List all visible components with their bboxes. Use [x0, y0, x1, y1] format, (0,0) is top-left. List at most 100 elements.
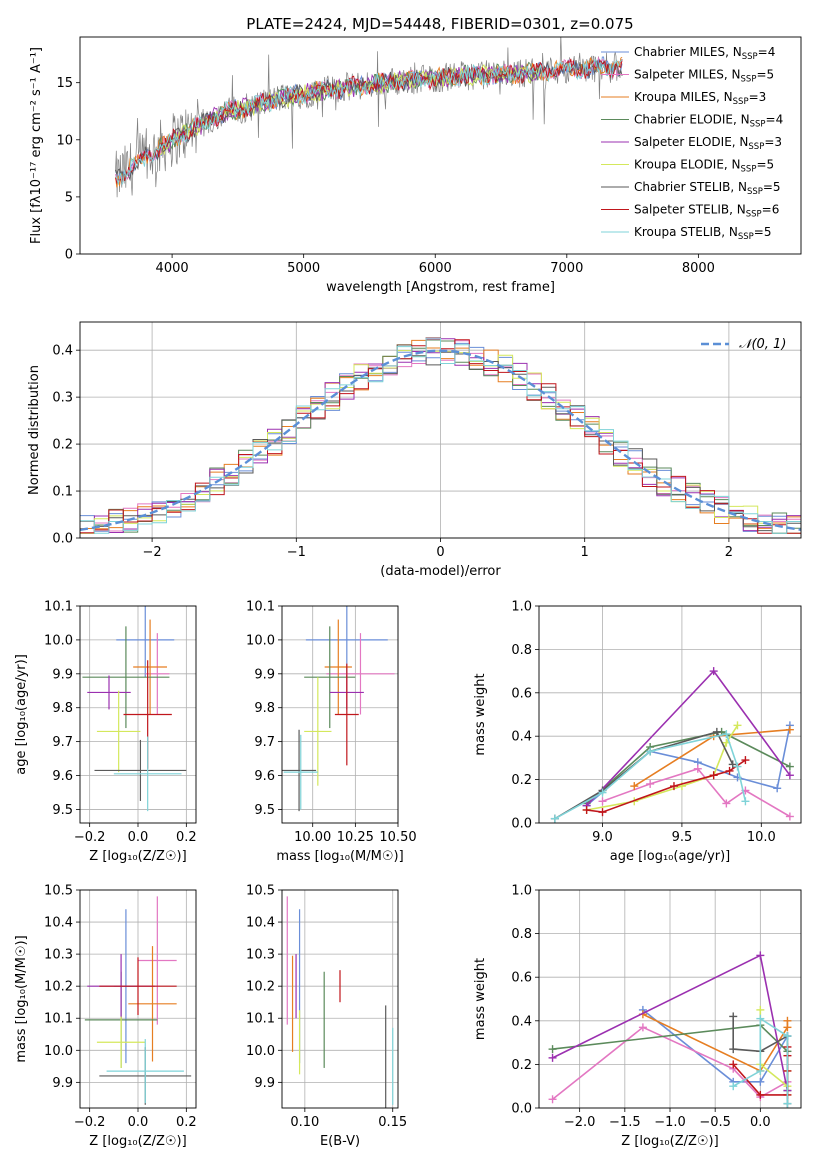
- y-tick-label: 10: [56, 133, 73, 148]
- y-tick-label: 9.9: [52, 1076, 73, 1091]
- weight-line: [554, 733, 747, 820]
- y-axis-label: mass weight: [473, 673, 488, 755]
- x-tick-label: −1.5: [609, 1115, 641, 1130]
- plot-area: [282, 606, 395, 812]
- x-tick-label: 2: [725, 545, 733, 560]
- axes-frame: [79, 605, 197, 824]
- x-axis-label: (data-model)/error: [380, 564, 501, 579]
- y-tick-label: 0.6: [511, 971, 532, 986]
- plot-area: [548, 951, 792, 1108]
- y-tick-label: 9.9: [254, 1076, 275, 1091]
- gaussian-curve: [80, 349, 801, 531]
- x-tick-label: 0: [436, 545, 444, 560]
- y-tick-label: 10.5: [246, 884, 275, 899]
- y-tick-label: 10.5: [44, 884, 73, 899]
- plot-area: [550, 667, 794, 823]
- y-tick-label: 0.0: [511, 1102, 532, 1117]
- panel-age-vs-Z: −0.2 0.0 0.2 9.5 9.6 9.7 9.8 9.9 10.0 10.1 Z [log₁…: [14, 600, 197, 865]
- panel-mass-weight-vs-Z: −2.0 −1.5 −1.0 −0.5 0.0 0.0 0.2 0.4 0.6 0.8 1.0 Z […: [473, 884, 802, 1149]
- y-tick-label: 0.2: [52, 438, 73, 453]
- y-tick-label: 15: [56, 76, 73, 91]
- x-tick-label: −0.2: [74, 830, 106, 845]
- y-tick-label: 10.0: [44, 633, 73, 648]
- weight-line: [586, 724, 739, 811]
- plot-area: [286, 896, 394, 1108]
- model-line: [115, 58, 623, 185]
- y-tick-label: 10.0: [44, 1044, 73, 1059]
- y-tick-label: 0.2: [511, 773, 532, 788]
- y-tick-label: 1.0: [511, 884, 532, 899]
- y-tick-label: 10.1: [44, 600, 73, 615]
- panel-mass-vs-ebv: 0.10 0.15 9.9 10.0 10.1 10.2 10.3 10.4 10.5 E(B-V…: [246, 884, 407, 1150]
- y-tick-label: 9.6: [254, 769, 275, 784]
- legend-label: Chabrier ELODIE, NSSP=4: [634, 113, 783, 130]
- y-tick-label: 9.7: [52, 735, 73, 750]
- y-tick-label: 10.0: [246, 1044, 275, 1059]
- y-axis-label: age [log₁₀(age/yr)]: [14, 654, 29, 775]
- y-tick-label: 0.2: [511, 1058, 532, 1073]
- figure-title: PLATE=2424, MJD=54448, FIBERID=0301, z=0…: [246, 15, 633, 33]
- y-tick-label: 0.4: [511, 1014, 532, 1029]
- x-tick-label: −0.5: [699, 1115, 731, 1130]
- x-axis-label: Z [log₁₀(Z/Z☉)]: [621, 1134, 718, 1149]
- x-tick-label: 0.0: [128, 830, 149, 845]
- x-tick-label: 0.2: [176, 1115, 197, 1130]
- legend-label: Kroupa MILES, NSSP=3: [634, 90, 766, 107]
- x-tick-label: −2: [143, 545, 162, 560]
- x-tick-label: −1.0: [654, 1115, 686, 1130]
- y-tick-label: 1.0: [511, 600, 532, 615]
- y-tick-label: 10.0: [246, 633, 275, 648]
- plot-area: [82, 606, 187, 812]
- y-tick-label: 5: [65, 190, 73, 205]
- x-tick-label: −0.2: [74, 1115, 106, 1130]
- plot-area: [84, 896, 192, 1105]
- y-tick-label: 10.1: [246, 600, 275, 615]
- legend-label: Chabrier STELIB, NSSP=5: [634, 180, 781, 197]
- axes-frame: [281, 605, 399, 824]
- x-axis-label: E(B-V): [320, 1134, 360, 1149]
- axes-frame: [79, 321, 802, 539]
- x-tick-label: 0.0: [128, 1115, 149, 1130]
- x-axis-label: age [log₁₀(age/yr)]: [610, 849, 731, 864]
- panel-age-vs-mass: 10.00 10.25 10.50 9.5 9.6 9.7 9.8 9.9 10.0 10.1 ma…: [246, 600, 417, 865]
- axes-frame: [538, 889, 802, 1109]
- y-tick-label: 10.4: [246, 916, 275, 931]
- x-axis-label: mass [log₁₀(M/M☉)]: [276, 849, 403, 864]
- y-tick-label: 0.8: [511, 643, 532, 658]
- panel-mass-vs-Z: −0.2 0.0 0.2 9.9 10.0 10.1 10.2 10.3 10.4 10.5 Z […: [14, 884, 197, 1150]
- legend-label: Chabrier MILES, NSSP=4: [634, 45, 775, 62]
- x-axis-label: wavelength [Angstrom, rest frame]: [326, 280, 555, 295]
- y-tick-label: 0.0: [511, 817, 532, 832]
- legend-label: Salpeter ELODIE, NSSP=3: [634, 135, 782, 152]
- y-tick-label: 9.5: [52, 803, 73, 818]
- observed-spectrum-line: [115, 37, 622, 198]
- y-tick-label: 10.1: [44, 1012, 73, 1027]
- x-tick-label: 8000: [682, 261, 715, 276]
- y-tick-label: 9.8: [254, 701, 275, 716]
- y-axis-label: Normed distribution: [27, 365, 42, 495]
- y-axis-label: Flux [fλ10⁻¹⁷ erg cm⁻² s⁻¹ A⁻¹]: [29, 47, 44, 244]
- y-tick-label: 0.0: [52, 532, 73, 547]
- y-tick-label: 10.4: [44, 916, 73, 931]
- legend-label: Salpeter MILES, NSSP=5: [634, 68, 774, 85]
- weight-line: [633, 728, 790, 787]
- y-tick-label: 9.8: [52, 701, 73, 716]
- y-tick-label: 9.5: [254, 803, 275, 818]
- x-tick-label: 0.0: [750, 1115, 771, 1130]
- x-tick-label: 7000: [550, 261, 583, 276]
- legend-label: Kroupa ELODIE, NSSP=5: [634, 158, 774, 175]
- y-tick-label: 10.2: [44, 980, 73, 995]
- y-tick-label: 10.1: [246, 1012, 275, 1027]
- y-tick-label: 9.7: [254, 735, 275, 750]
- plot-area: [80, 337, 801, 534]
- y-tick-label: 0.4: [52, 344, 73, 359]
- y-tick-label: 10.2: [246, 980, 275, 995]
- panel-residuals: −2 −1 0 1 2 0.0 0.1 0.2 0.3 0.4 (data-model)/error…: [27, 321, 802, 579]
- y-tick-label: 10.3: [246, 948, 275, 963]
- y-tick-label: 0.1: [52, 485, 73, 500]
- model-line: [115, 59, 623, 185]
- axes-frame: [79, 36, 802, 255]
- legend-label: 𝒩(0, 1): [739, 337, 786, 352]
- panel-spectrum: 4000 5000 6000 7000 8000 0 5 10 15 wavelength [An…: [29, 36, 802, 295]
- y-tick-label: 9.6: [52, 769, 73, 784]
